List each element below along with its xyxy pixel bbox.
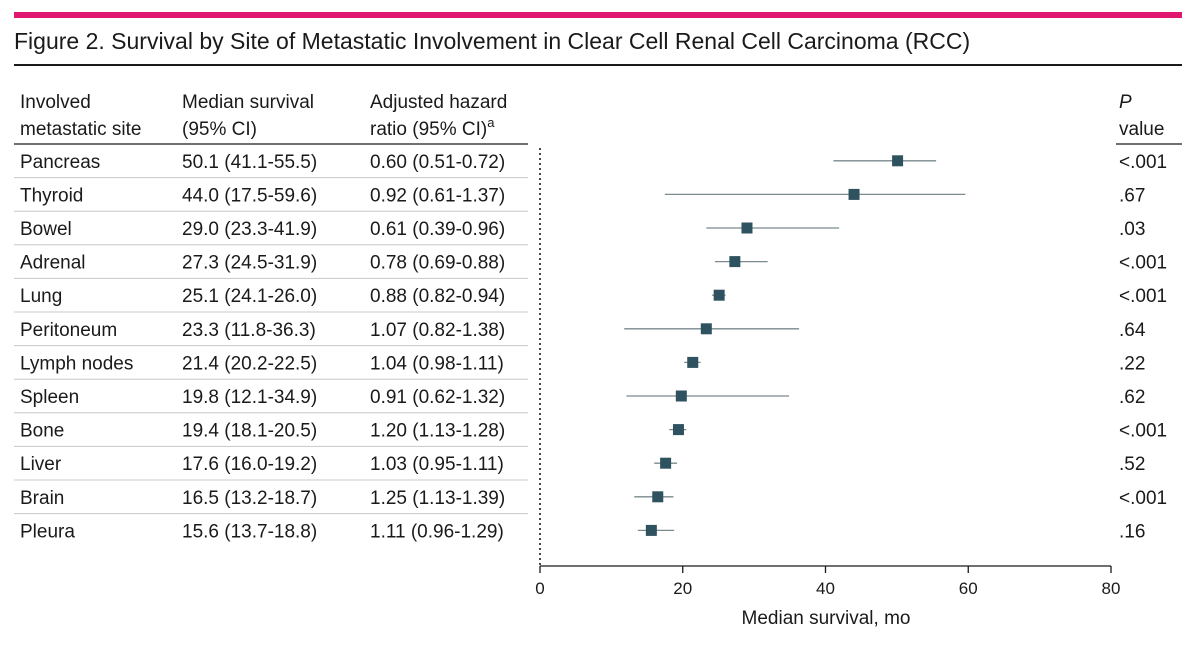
x-tick-label: 80	[1102, 579, 1121, 598]
cell-hr: 1.03 (0.95-1.11)	[370, 454, 504, 475]
median-marker-spleen	[675, 390, 687, 402]
cell-median: 29.0 (23.3-41.9)	[182, 219, 317, 240]
header-hr-line1: Adjusted hazard	[370, 92, 507, 113]
cell-p: .52	[1119, 454, 1145, 475]
header-p-line1: P	[1119, 92, 1132, 113]
header-median-line2: (95% CI)	[182, 119, 257, 140]
median-marker-lung	[713, 289, 725, 301]
cell-hr: 0.61 (0.39-0.96)	[370, 219, 505, 240]
header-median-line1: Median survival	[182, 92, 314, 113]
cell-hr: 1.04 (0.98-1.11)	[370, 353, 504, 374]
cell-median: 23.3 (11.8-36.3)	[182, 320, 316, 341]
x-tick-label: 20	[673, 579, 692, 598]
cell-site: Lung	[20, 286, 62, 307]
median-marker-pancreas	[892, 155, 904, 167]
cell-p: .03	[1119, 219, 1145, 240]
cell-median: 19.8 (12.1-34.9)	[182, 387, 317, 408]
cell-p: .62	[1119, 387, 1145, 408]
cell-median: 16.5 (13.2-18.7)	[182, 488, 317, 509]
cell-hr: 0.60 (0.51-0.72)	[370, 152, 505, 173]
cell-site: Adrenal	[20, 253, 86, 274]
median-marker-adrenal	[729, 256, 741, 268]
table-header: Involved metastatic site Median survival…	[20, 92, 1164, 140]
cell-p: .64	[1119, 320, 1146, 341]
cell-p: <.001	[1119, 286, 1167, 307]
median-marker-lymph-nodes	[687, 356, 699, 368]
cell-p: <.001	[1119, 253, 1167, 274]
cell-median: 44.0 (17.5-59.6)	[182, 185, 317, 206]
cell-p: .67	[1119, 185, 1145, 206]
cell-median: 25.1 (24.1-26.0)	[182, 286, 317, 307]
cell-site: Liver	[20, 454, 62, 475]
cell-hr: 0.78 (0.69-0.88)	[370, 253, 505, 274]
figure-title: Figure 2. Survival by Site of Metastatic…	[14, 28, 971, 54]
cell-hr: 0.88 (0.82-0.94)	[370, 286, 505, 307]
cell-site: Bowel	[20, 219, 72, 240]
header-hr-footnote: a	[487, 115, 495, 130]
x-axis: 0 20 40 60 80	[535, 565, 1121, 598]
cell-median: 50.1 (41.1-55.5)	[182, 152, 317, 173]
cell-median: 21.4 (20.2-22.5)	[182, 353, 317, 374]
cell-site: Spleen	[20, 387, 79, 408]
cell-hr: 1.11 (0.96-1.29)	[370, 521, 504, 542]
cell-p: <.001	[1119, 488, 1167, 509]
cell-p: .22	[1119, 353, 1145, 374]
cell-hr: 1.25 (1.13-1.39)	[370, 488, 505, 509]
median-marker-liver	[660, 457, 672, 469]
header-hr-line2-text: ratio (95% CI)	[370, 119, 487, 140]
cell-site: Pleura	[20, 521, 75, 542]
cell-site: Thyroid	[20, 185, 83, 206]
cell-median: 27.3 (24.5-31.9)	[182, 253, 317, 274]
table-rows: Pancreas 50.1 (41.1-55.5) 0.60 (0.51-0.72)…	[14, 152, 1167, 542]
median-marker-brain	[652, 491, 664, 503]
cell-median: 19.4 (18.1-20.5)	[182, 421, 317, 442]
cell-site: Brain	[20, 488, 64, 509]
header-hr-line2: ratio (95% CI)a	[370, 115, 495, 140]
median-marker-peritoneum	[700, 323, 712, 335]
x-tick-label: 0	[535, 579, 544, 598]
header-p-line2: value	[1119, 119, 1164, 140]
x-axis-label: Median survival, mo	[742, 608, 911, 629]
median-marker-thyroid	[848, 188, 860, 200]
cell-site: Lymph nodes	[20, 353, 133, 374]
cell-p: <.001	[1119, 152, 1167, 173]
cell-p: .16	[1119, 521, 1145, 542]
cell-hr: 1.20 (1.13-1.28)	[370, 421, 505, 442]
plot-area	[539, 148, 966, 566]
cell-site: Peritoneum	[20, 320, 117, 341]
cell-site: Pancreas	[20, 152, 100, 173]
title-accent-bar	[14, 12, 1182, 18]
x-tick-label: 40	[816, 579, 835, 598]
median-marker-bone	[672, 424, 684, 436]
title-rule	[14, 64, 1182, 66]
cell-p: <.001	[1119, 421, 1167, 442]
cell-hr: 0.92 (0.61-1.37)	[370, 185, 505, 206]
cell-hr: 0.91 (0.62-1.32)	[370, 387, 505, 408]
cell-site: Bone	[20, 421, 64, 442]
cell-hr: 1.07 (0.82-1.38)	[370, 320, 505, 341]
cell-median: 15.6 (13.7-18.8)	[182, 521, 317, 542]
x-tick-label: 60	[959, 579, 978, 598]
cell-median: 17.6 (16.0-19.2)	[182, 454, 317, 475]
median-marker-pleura	[645, 524, 657, 536]
median-marker-bowel	[741, 222, 753, 234]
header-site-line1: Involved	[20, 92, 91, 113]
header-site-line2: metastatic site	[20, 119, 141, 140]
